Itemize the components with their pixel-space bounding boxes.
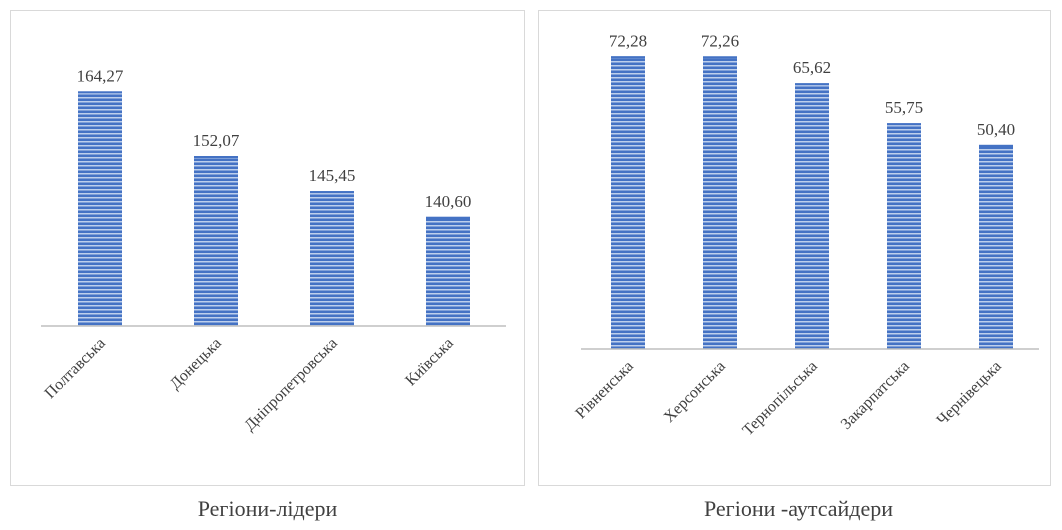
data-label: 152,07 (193, 131, 240, 150)
chart-panel-leaders: 164,27 Полтавська 152,07 Донецька 145,45 Дніп… (10, 10, 525, 486)
data-label: 72,28 (609, 31, 647, 50)
category-label: Дніпропетровська (241, 335, 341, 435)
category-label: Тернопільська (739, 358, 820, 439)
bar-top-edge (194, 156, 238, 159)
bar-chart-outsiders: 72,28 Рівненська 72,26 Херсонська 65,62 Терно… (572, 31, 1039, 439)
category-label: Київська (402, 335, 457, 390)
category-label: Полтавська (42, 335, 109, 402)
bar-1 (78, 91, 122, 326)
bar-chart-leaders: 164,27 Полтавська 152,07 Донецька 145,45 Дніп… (41, 66, 506, 435)
category-label: Донецька (167, 335, 225, 393)
category-label: Херсонська (661, 358, 729, 426)
data-label: 140,60 (425, 192, 472, 211)
bar-top-edge (426, 216, 470, 219)
data-label: 65,62 (793, 58, 831, 77)
bar-2 (703, 56, 737, 350)
data-label: 145,45 (309, 166, 356, 185)
chart-panel-outsiders: 72,28 Рівненська 72,26 Херсонська 65,62 Терно… (538, 10, 1051, 486)
bar-top-edge (887, 123, 921, 126)
data-label: 55,75 (885, 98, 923, 117)
data-label: 72,26 (701, 31, 739, 50)
bar-2 (194, 156, 238, 326)
chart-caption-outsiders: Регіони -аутсайдери (703, 496, 894, 521)
data-label: 164,27 (77, 66, 124, 85)
chart-caption-leaders: Регіони-лідери (197, 496, 338, 521)
category-label: Закарпатська (838, 358, 913, 433)
category-label: Чернівецька (934, 358, 1005, 429)
bar-3 (310, 191, 354, 326)
bar-4 (887, 123, 921, 350)
bar-top-edge (310, 191, 354, 194)
bar-top-edge (703, 56, 737, 59)
bar-top-edge (78, 91, 122, 94)
category-label: Рівненська (572, 358, 636, 422)
bar-4 (426, 216, 470, 326)
bar-top-edge (795, 83, 829, 86)
bar-3 (795, 83, 829, 349)
bar-top-edge (979, 144, 1013, 147)
bar-top-edge (611, 56, 645, 59)
bar-5 (979, 144, 1013, 349)
data-label: 50,40 (977, 120, 1015, 139)
bar-1 (611, 56, 645, 350)
